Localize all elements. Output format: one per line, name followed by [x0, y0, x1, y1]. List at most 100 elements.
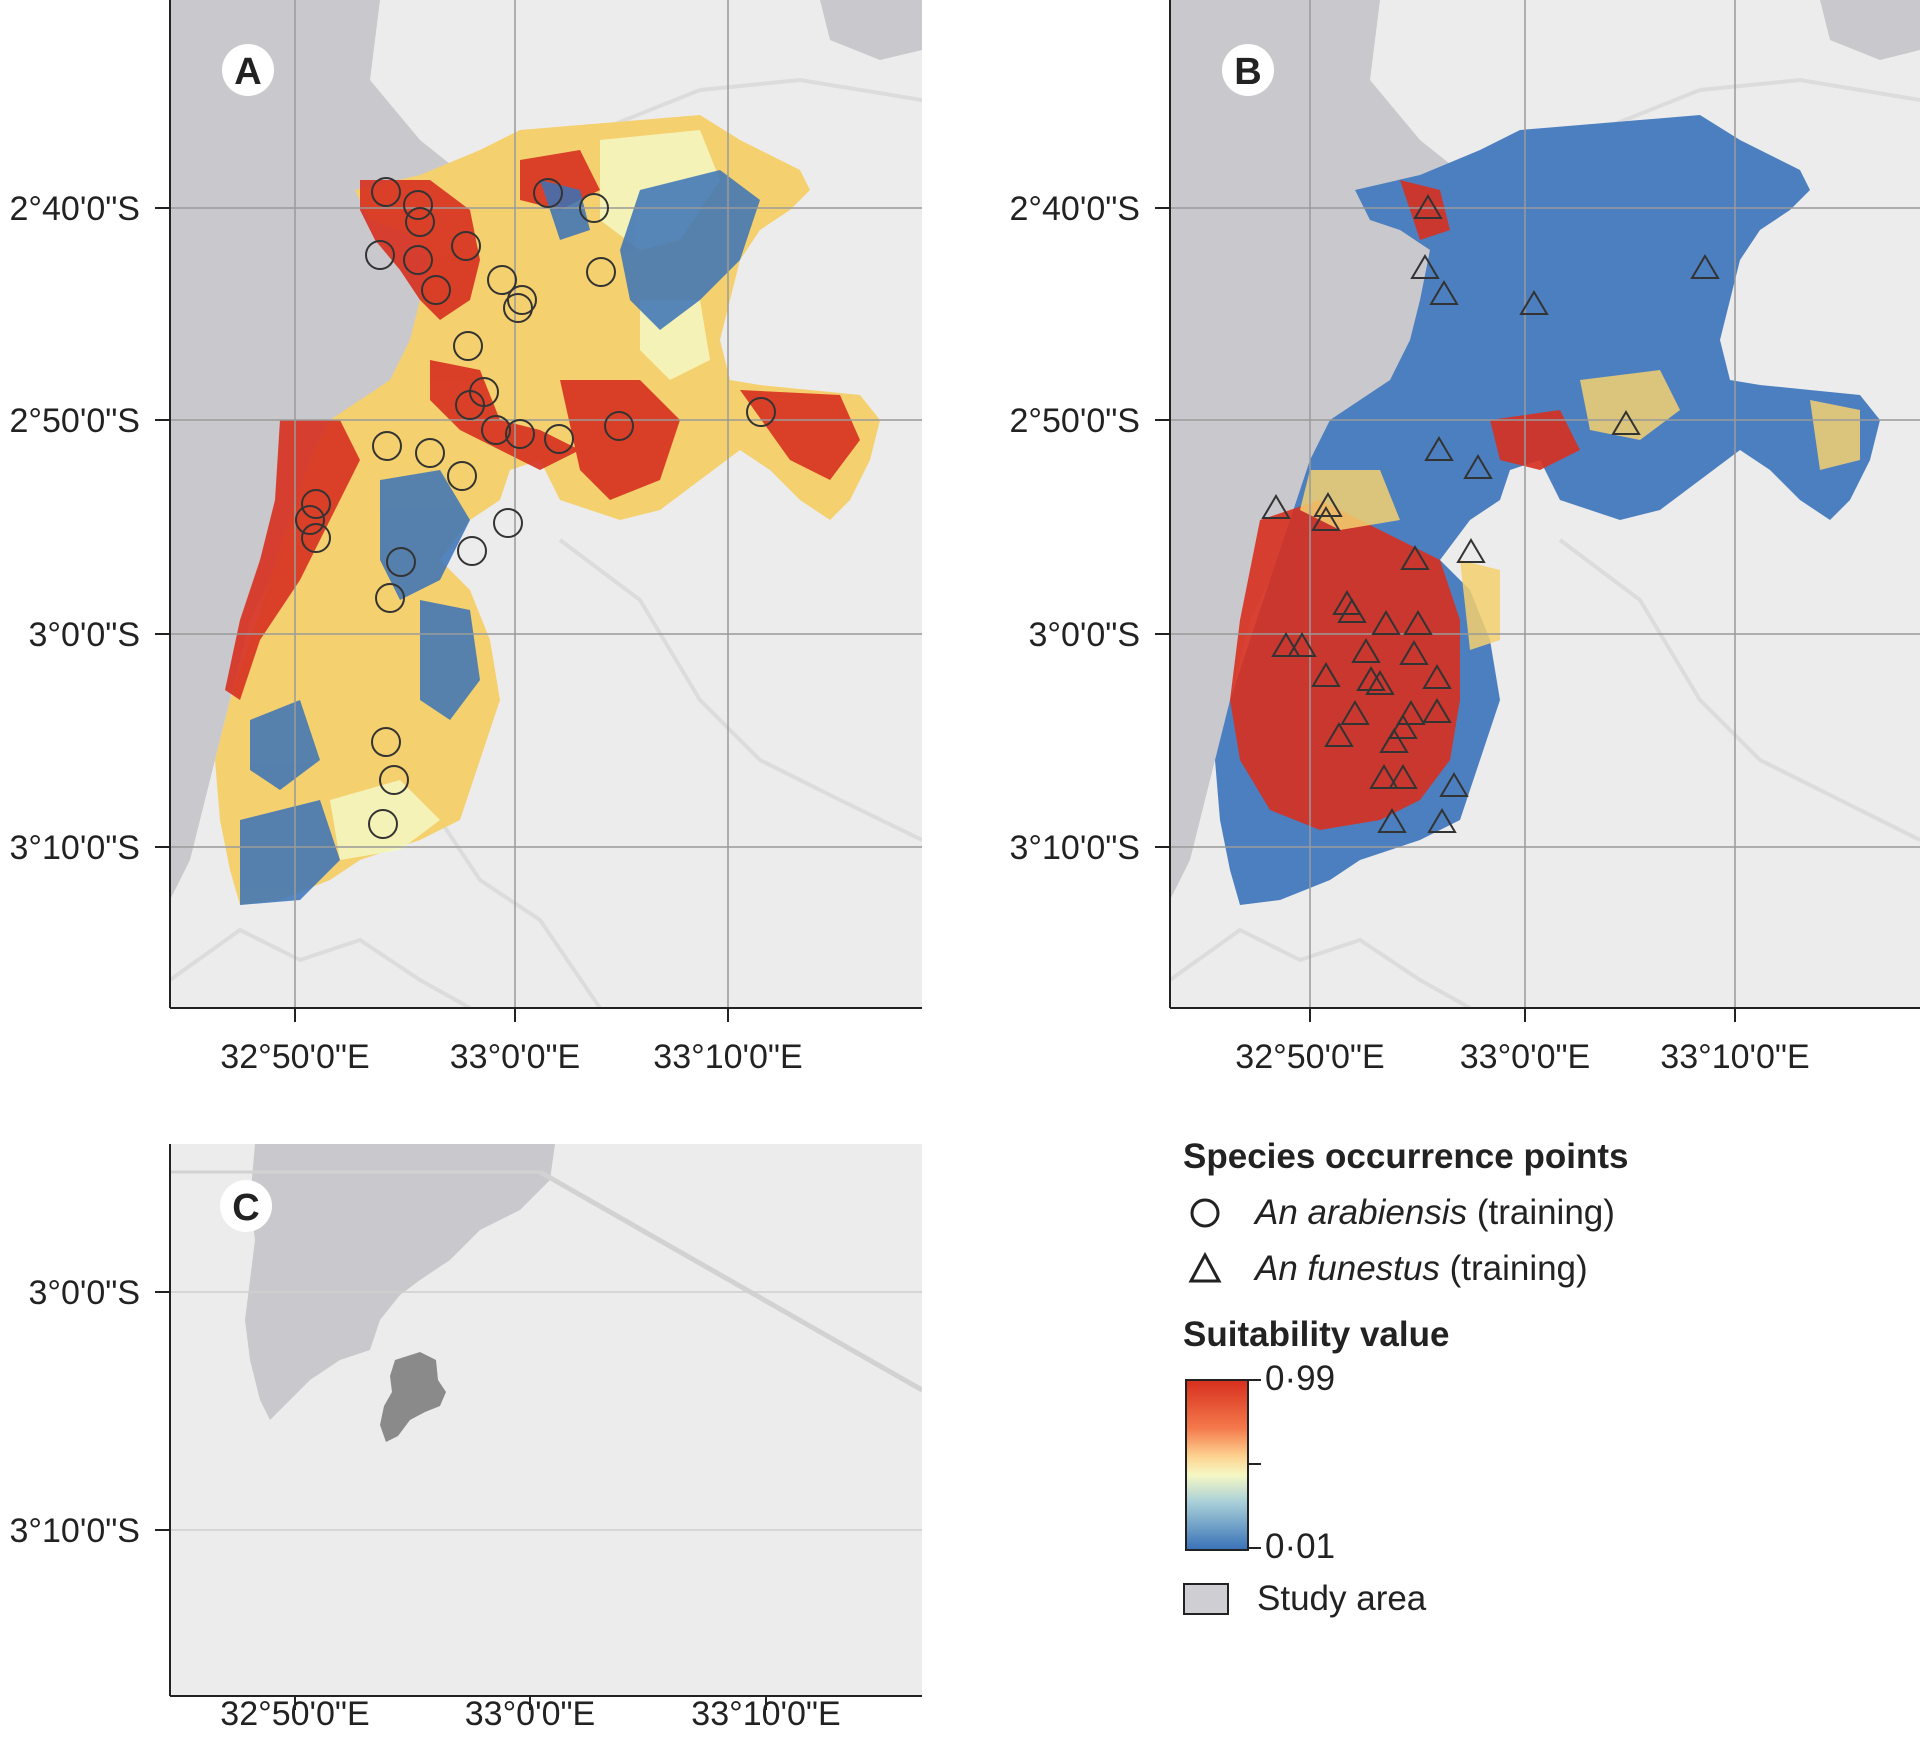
y-tick-label: 3°10'0"S — [1010, 829, 1140, 867]
funestus-point — [1424, 436, 1454, 461]
map-panel-a: 2°40'0"S 2°50'0"S 3°0'0"S 3°10'0"S 32°50… — [10, 0, 922, 1076]
y-tick-label: 2°50'0"S — [1010, 402, 1140, 440]
x-tick-label: 33°10'0"E — [691, 1695, 840, 1733]
funestus-point — [1340, 700, 1370, 725]
legend-item-study-area: Study area — [1183, 1569, 1883, 1629]
colorbar-max-label: 0·99 — [1265, 1359, 1336, 1398]
road — [538, 1169, 922, 1393]
arabiensis-point — [403, 190, 433, 220]
colorbar-gradient — [1185, 1379, 1249, 1551]
graticule — [170, 1291, 922, 1531]
arabiensis-point — [421, 275, 451, 305]
suitability-surface-a — [215, 115, 880, 905]
funestus-point — [1422, 664, 1452, 689]
occurrence-points-b — [1261, 194, 1720, 833]
legend-item-funestus: An funestus (training) — [1183, 1241, 1883, 1297]
arabiensis-point — [405, 207, 435, 237]
funestus-point — [1410, 254, 1440, 279]
legend-occurrence-title: Species occurrence points — [1183, 1137, 1629, 1176]
legend: Species occurrence points An arabiensis … — [1183, 1135, 1883, 1629]
arabiensis-point — [503, 293, 533, 323]
panel-label-bg — [220, 1180, 272, 1232]
arabiensis-point — [301, 489, 331, 519]
study-area-swatch — [1183, 1583, 1229, 1615]
arabiensis-point — [505, 419, 535, 449]
funestus-point — [1313, 492, 1343, 517]
funestus-point — [1351, 638, 1381, 663]
legend-species-suffix: (training) — [1449, 1249, 1588, 1288]
suitability-high-zones-b — [1230, 180, 1580, 830]
circle-icon — [1190, 1198, 1220, 1228]
funestus-point — [1400, 545, 1430, 570]
funestus-point — [1371, 610, 1401, 635]
funestus-point — [1422, 698, 1452, 723]
arabiensis-point — [453, 331, 483, 361]
arabiensis-point — [368, 809, 398, 839]
y-ticks — [155, 207, 170, 848]
arabiensis-point — [493, 508, 523, 538]
legend-study-area-label: Study area — [1257, 1579, 1427, 1618]
arabiensis-point — [746, 397, 776, 427]
x-tick-label: 33°0'0"E — [465, 1695, 595, 1733]
x-tick-label: 33°0'0"E — [450, 1038, 580, 1076]
arabiensis-point — [586, 257, 616, 287]
funestus-point — [1356, 666, 1386, 691]
funestus-point — [1311, 662, 1341, 687]
funestus-point — [1403, 610, 1433, 635]
legend-species-suffix: (training) — [1476, 1193, 1615, 1232]
x-ticks — [1309, 1008, 1736, 1022]
arabiensis-point — [371, 177, 401, 207]
y-tick-label: 2°50'0"S — [10, 402, 140, 440]
funestus-point — [1377, 808, 1407, 833]
x-tick-label: 32°50'0"E — [1235, 1038, 1384, 1076]
lake-water-top — [820, 0, 922, 60]
x-tick-label: 33°10'0"E — [1660, 1038, 1809, 1076]
y-ticks — [1155, 207, 1170, 848]
legend-species-name: An funestus — [1255, 1249, 1440, 1288]
arabiensis-point — [544, 424, 574, 454]
funestus-point — [1271, 632, 1301, 657]
legend-item-arabiensis: An arabiensis (training) — [1183, 1185, 1883, 1241]
arabiensis-point — [487, 265, 517, 295]
funestus-point — [1388, 764, 1418, 789]
funestus-point — [1311, 506, 1341, 531]
y-tick-label: 3°0'0"S — [28, 1274, 140, 1312]
funestus-point — [1413, 194, 1443, 219]
arabiensis-point — [371, 727, 401, 757]
funestus-point — [1261, 494, 1291, 519]
colorbar-tick — [1247, 1379, 1261, 1381]
x-tick-label: 32°50'0"E — [220, 1038, 369, 1076]
lake-water-top — [1820, 0, 1920, 60]
y-tick-label: 3°0'0"S — [1028, 616, 1140, 654]
roads — [1170, 77, 1920, 1008]
y-tick-label: 2°40'0"S — [1010, 190, 1140, 228]
arabiensis-point — [375, 583, 405, 613]
funestus-point — [1456, 538, 1486, 563]
funestus-point — [1379, 728, 1409, 753]
x-ticks — [294, 1696, 767, 1710]
arabiensis-point — [451, 231, 481, 261]
colorbar-min-label: 0·01 — [1265, 1527, 1336, 1566]
funestus-point — [1463, 454, 1493, 479]
y-tick-label: 3°10'0"S — [10, 829, 140, 867]
legend-species-name: An arabiensis — [1255, 1193, 1468, 1232]
funestus-point — [1396, 700, 1426, 725]
map-panel-b: 2°40'0"S 2°50'0"S 3°0'0"S 3°10'0"S 32°50… — [1010, 0, 1920, 1076]
funestus-point — [1388, 714, 1418, 739]
arabiensis-point — [481, 415, 511, 445]
x-tick-label: 33°0'0"E — [1460, 1038, 1590, 1076]
funestus-point — [1427, 808, 1457, 833]
funestus-point — [1690, 254, 1720, 279]
arabiensis-point — [415, 438, 445, 468]
y-tick-label: 3°0'0"S — [28, 616, 140, 654]
legend-suitability-title: Suitability value — [1183, 1315, 1450, 1354]
arabiensis-point — [455, 390, 485, 420]
arabiensis-point — [447, 461, 477, 491]
x-ticks — [294, 1008, 729, 1022]
panel-label-b: B — [1234, 51, 1261, 93]
funestus-point — [1519, 290, 1549, 315]
funestus-point — [1324, 722, 1354, 747]
panel-label-c: C — [232, 1187, 259, 1229]
triangle-icon — [1188, 1251, 1222, 1283]
funestus-point — [1399, 640, 1429, 665]
